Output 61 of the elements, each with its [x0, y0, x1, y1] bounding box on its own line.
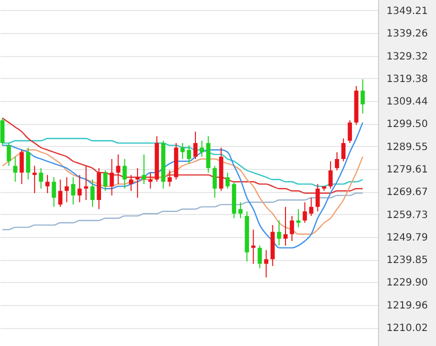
candlestick [360, 78, 365, 114]
candlestick [45, 174, 50, 194]
candlestick [348, 120, 352, 144]
candlestick [128, 174, 134, 192]
candlestick [264, 250, 268, 278]
candlestick [142, 154, 146, 185]
candlestick [180, 142, 185, 160]
candlestick [148, 172, 152, 190]
candlestick [168, 170, 172, 187]
candlestick [251, 229, 256, 264]
candlestick [309, 197, 314, 216]
y-tick-label: 1339.26 [386, 28, 428, 40]
candlestick [135, 168, 140, 198]
y-tick-label: 1269.67 [386, 187, 428, 198]
y-tick-label: 1309.44 [386, 96, 428, 108]
candlestick [122, 158, 127, 190]
y-tick-label: 1210.02 [386, 323, 428, 334]
candlestick [238, 202, 243, 219]
candlestick [90, 178, 95, 208]
candlestick [32, 165, 37, 194]
candlestick [296, 208, 300, 228]
candlestick [0, 117, 5, 146]
candlestick [52, 176, 56, 208]
y-tick-label: 1219.96 [386, 300, 428, 312]
candlestick [110, 158, 114, 196]
y-tick-label: 1319.38 [386, 74, 428, 85]
candlestick [71, 176, 76, 206]
y-tick-label: 1229.90 [386, 278, 428, 289]
y-tick-label: 1299.50 [386, 119, 428, 130]
y-tick-label: 1239.85 [386, 255, 428, 266]
candlestick [276, 220, 282, 246]
candlestick [283, 206, 288, 246]
candlestick [316, 184, 320, 212]
candlestick [58, 178, 62, 208]
candlestick [13, 156, 18, 182]
candlestick [38, 168, 44, 190]
y-tick-label: 1279.61 [386, 164, 428, 176]
candlestick [186, 144, 192, 164]
candlestick [258, 245, 262, 269]
candlestick [64, 176, 69, 203]
candlestick [290, 215, 294, 242]
y-tick-label: 1329.32 [386, 51, 428, 62]
candlestick [200, 140, 204, 158]
candlestick [26, 147, 30, 180]
line-series [2, 122, 364, 248]
y-tick-label: 1349.21 [386, 6, 428, 17]
candlestick [78, 174, 82, 203]
candlestick [20, 149, 24, 185]
candlestick [226, 172, 230, 190]
candlestick [116, 154, 120, 185]
candlestick [193, 131, 198, 160]
candlestick [302, 202, 307, 224]
candlestick [6, 142, 11, 166]
y-tick-label: 1289.55 [386, 142, 428, 153]
y-tick-label: 1259.73 [386, 210, 428, 221]
candlestick [341, 138, 346, 162]
candlestick [212, 165, 217, 198]
candlestick [334, 152, 340, 171]
candlestick [103, 170, 108, 192]
candlestick [328, 160, 333, 190]
y-tick-label: 1249.79 [386, 232, 428, 244]
